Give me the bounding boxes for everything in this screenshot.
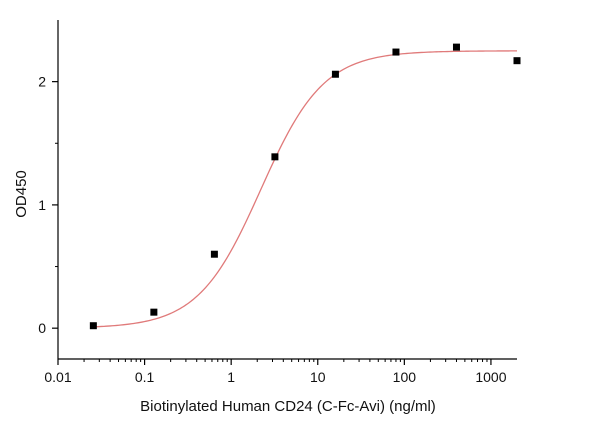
data-point (452, 43, 460, 51)
x-tick-label: 1000 (475, 369, 506, 385)
y-axis-label: OD450 (13, 170, 30, 218)
y-tick-label: 2 (38, 74, 46, 90)
data-point (331, 70, 339, 78)
data-point (513, 57, 521, 65)
x-tick-label: 100 (393, 369, 417, 385)
axes: 0.01 0.1 1 10 100 1000 0 1 2 (38, 20, 517, 385)
data-point (89, 322, 97, 330)
data-point (271, 153, 279, 161)
x-tick-label: 10 (310, 369, 326, 385)
data-point (210, 250, 218, 258)
data-point (150, 308, 158, 316)
x-axis-label: Biotinylated Human CD24 (C-Fc-Avi) (ng/m… (140, 398, 436, 415)
x-tick-label: 0.1 (135, 369, 155, 385)
y-tick-label: 1 (38, 197, 46, 213)
data-points-layer (89, 43, 521, 330)
fit-curve-layer (93, 50, 517, 328)
y-tick-label: 0 (38, 320, 46, 336)
labels-layer: Biotinylated Human CD24 (C-Fc-Avi) (ng/m… (13, 170, 436, 415)
x-tick-label: 0.01 (44, 369, 71, 385)
data-point (392, 48, 400, 56)
x-tick-label: 1 (227, 369, 235, 385)
fit-curve (93, 50, 517, 328)
